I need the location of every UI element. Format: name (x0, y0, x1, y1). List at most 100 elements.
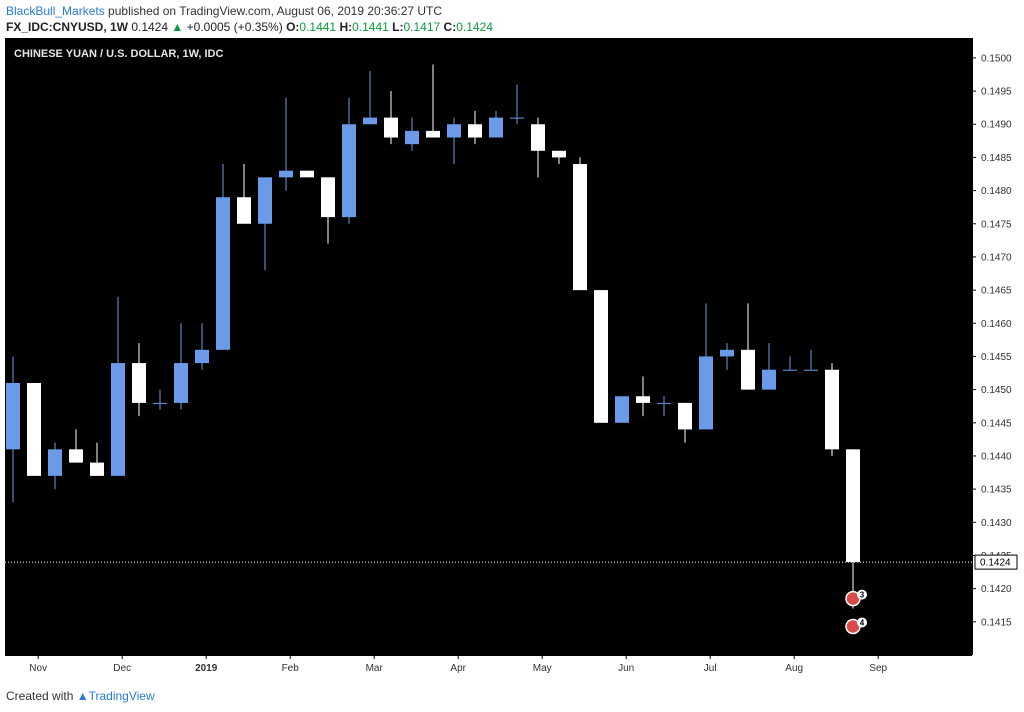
candle (405, 117, 419, 151)
candle-body (552, 150, 566, 158)
candle-body (657, 402, 671, 404)
candle-body (741, 349, 755, 390)
price-tick-label: 0.1460 (981, 319, 1012, 330)
publish-info: BlackBull_Markets published on TradingVi… (6, 4, 442, 18)
price-tick-label: 0.1415 (981, 617, 1012, 628)
current-price-label: 0.1424 (974, 554, 1018, 570)
candle-body (783, 369, 797, 371)
created-with-text: Created with (6, 689, 74, 703)
price-tick-label: 0.1440 (981, 451, 1012, 462)
candle (153, 389, 167, 410)
candle-body (321, 177, 335, 218)
candlestick-chart[interactable]: CHINESE YUAN / U.S. DOLLAR, 1W, IDC 34 0… (5, 38, 1019, 679)
candle-body (6, 382, 20, 450)
footer: Created with ▲TradingView (6, 689, 155, 703)
candle-body (699, 356, 713, 430)
change-value: +0.0005 (+0.35%) (186, 20, 283, 34)
marker-label: 3 (860, 591, 865, 600)
markers-group: 34 (845, 589, 867, 635)
candle (762, 343, 776, 390)
candle (48, 442, 62, 490)
price-tick-label: 0.1480 (981, 186, 1012, 197)
candle (720, 343, 734, 370)
candle (321, 177, 335, 244)
candle (426, 64, 440, 138)
time-tick-label: Jul (704, 663, 717, 674)
candle-body (111, 363, 125, 476)
marker-label: 4 (860, 618, 865, 627)
open-value: 0.1441 (299, 20, 337, 34)
price-tick-label: 0.1485 (981, 153, 1012, 164)
time-axis[interactable]: Nov Dec 2019 Feb Mar Apr May Jun Jul Aug Sep (5, 655, 972, 674)
time-tick-label: Jun (618, 663, 634, 674)
candle-body (132, 363, 146, 403)
marker-badge (857, 617, 867, 628)
price-tick-label: 0.1500 (981, 53, 1012, 64)
candle-body (825, 369, 839, 450)
high-label: H: (339, 20, 353, 34)
author-link[interactable]: BlackBull_Markets (6, 4, 105, 18)
current-price-box (974, 554, 1018, 570)
candle-body (762, 369, 776, 390)
candle-body (804, 369, 818, 371)
candle-body (279, 170, 293, 178)
change-up-icon: ▲ (171, 20, 184, 34)
candle (27, 382, 41, 476)
price-axis[interactable]: 0.1500 0.1495 0.1490 0.1485 0.1480 0.1475 0.14… (972, 38, 1018, 655)
time-tick-label: Apr (450, 663, 466, 674)
price-tick-label: 0.1420 (981, 584, 1012, 595)
candle (342, 97, 356, 224)
candle-body (300, 170, 314, 178)
candle (846, 449, 860, 609)
candle-body (153, 402, 167, 404)
time-tick-label: May (533, 663, 552, 674)
candle-body (573, 164, 587, 291)
candle-body (195, 349, 209, 364)
event-marker[interactable]: 4 (845, 617, 867, 635)
time-tick-label: Dec (113, 663, 131, 674)
time-tick-label: Aug (785, 663, 803, 674)
price-tick-label: 0.1465 (981, 286, 1012, 297)
candle-body (531, 124, 545, 151)
plot-area[interactable] (5, 38, 972, 655)
time-tick-label: Nov (29, 663, 47, 674)
low-label: L: (392, 20, 404, 34)
time-tick-label: 2019 (195, 663, 218, 674)
candle (90, 442, 104, 476)
price-tick-label: 0.1455 (981, 352, 1012, 363)
candle-body (720, 349, 734, 357)
price-tick-label: 0.1450 (981, 385, 1012, 396)
candle-body (405, 130, 419, 145)
candles-group (6, 64, 860, 609)
price-tick-label: 0.1490 (981, 120, 1012, 131)
candle-body (594, 290, 608, 423)
candle-body (174, 363, 188, 403)
candle (363, 71, 377, 125)
candle-body (636, 396, 650, 403)
tradingview-brand[interactable]: TradingView (88, 689, 155, 703)
close-value: 0.1424 (456, 20, 493, 34)
price-tick-label: 0.1435 (981, 485, 1012, 496)
candle-body (342, 124, 356, 218)
candle (678, 402, 692, 443)
candle (783, 356, 797, 371)
price-tick-label: 0.1495 (981, 87, 1012, 98)
candle (510, 84, 524, 125)
candle (699, 303, 713, 430)
last-price: 0.1424 (131, 20, 169, 34)
candle (447, 117, 461, 165)
candle (111, 296, 125, 476)
candle (594, 290, 608, 423)
candle (531, 117, 545, 178)
candle-body (615, 396, 629, 423)
candle (258, 177, 272, 271)
event-marker[interactable]: 3 (845, 589, 867, 607)
candle-body (384, 117, 398, 138)
candle-body (69, 449, 83, 463)
candle (237, 164, 251, 224)
candle (69, 429, 83, 463)
candle (489, 110, 503, 138)
time-tick-label: Mar (366, 663, 384, 674)
candle-body (258, 177, 272, 224)
